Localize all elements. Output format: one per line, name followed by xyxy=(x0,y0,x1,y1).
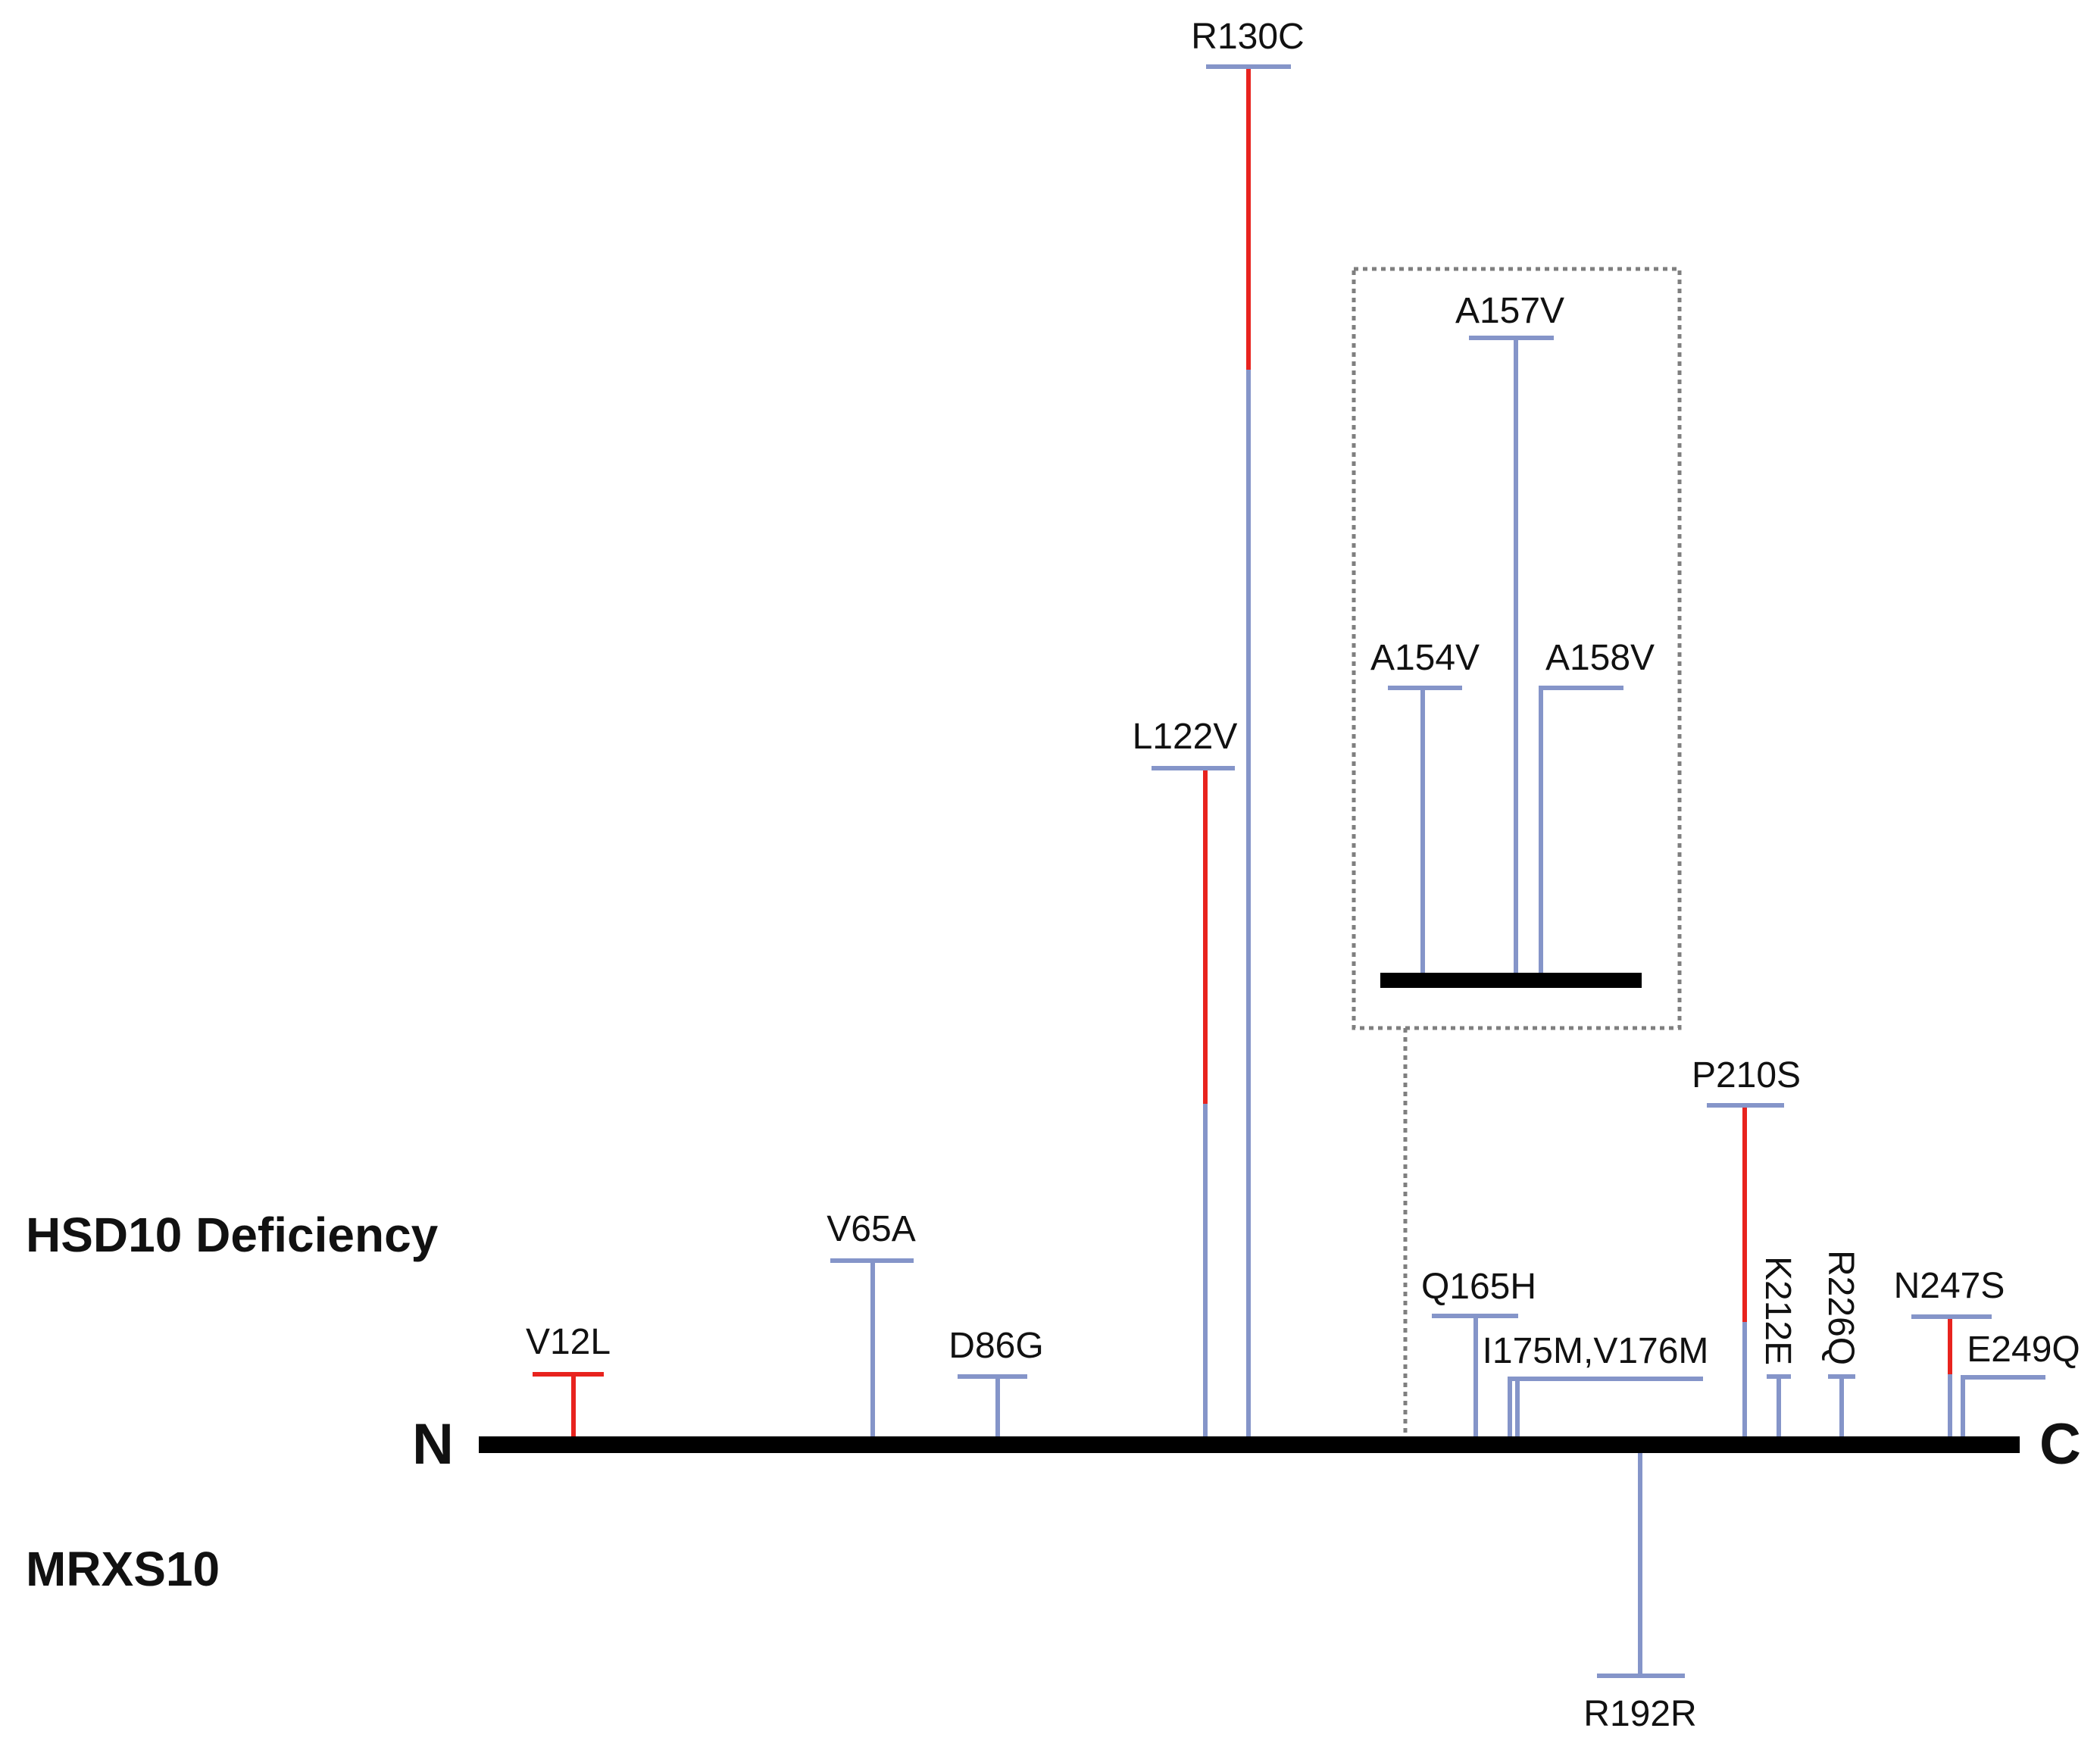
mutation-v12l: V12L xyxy=(526,1322,611,1437)
mutation-label: V65A xyxy=(827,1209,915,1249)
mutation-d86g: D86G xyxy=(948,1326,1044,1437)
mutation-label: R130C xyxy=(1191,17,1304,57)
mutation-label: R192R xyxy=(1583,1694,1696,1734)
mutation-r130c: R130C xyxy=(1191,17,1305,1437)
mutation-label: L122V xyxy=(1133,717,1238,757)
mutation-r226q: R226Q xyxy=(1820,1250,1861,1437)
mutation-e249q: E249Q xyxy=(1961,1330,2080,1437)
mutation-label: D86G xyxy=(948,1326,1043,1366)
mutation-r192r: R192R xyxy=(1583,1452,1697,1734)
mutation-label: N247S xyxy=(1894,1266,2005,1306)
mutation-label: K212E xyxy=(1758,1256,1798,1365)
mutation-label: A158V xyxy=(1545,638,1655,678)
mutation-q165h: Q165H xyxy=(1421,1267,1536,1437)
mutation-label: Q165H xyxy=(1421,1267,1536,1307)
mutation-a157v: A157V xyxy=(1455,291,1564,973)
mrxs10-label: MRXS10 xyxy=(26,1542,220,1596)
mutation-i175m-v176m: I175M,V176M xyxy=(1483,1331,1709,1437)
mutation-label: R226Q xyxy=(1820,1250,1861,1365)
protein-backbone xyxy=(479,1436,2020,1453)
inset-box xyxy=(1352,267,1682,1030)
mutation-label: V12L xyxy=(526,1322,611,1362)
mutation-label: I175M,V176M xyxy=(1483,1331,1709,1371)
inset-backbone xyxy=(1380,973,1642,988)
mutation-v65a: V65A xyxy=(827,1209,916,1437)
hsd10-deficiency-label: HSD10 Deficiency xyxy=(26,1208,439,1262)
n-terminus-label: N xyxy=(412,1412,454,1477)
mutation-l122v: L122V xyxy=(1133,717,1238,1437)
mutation-k212e: K212E xyxy=(1758,1256,1798,1437)
mutation-a158v: A158V xyxy=(1539,638,1655,973)
mutation-a154v: A154V xyxy=(1370,638,1480,973)
mutation-p210s: P210S xyxy=(1692,1055,1801,1437)
mutation-label: A157V xyxy=(1455,291,1564,331)
mutation-label: E249Q xyxy=(1967,1330,2080,1370)
mutation-label: P210S xyxy=(1692,1055,1801,1095)
mutation-n247s: N247S xyxy=(1894,1266,2005,1437)
mutation-label: A154V xyxy=(1370,638,1480,678)
c-terminus-label: C xyxy=(2039,1412,2081,1477)
